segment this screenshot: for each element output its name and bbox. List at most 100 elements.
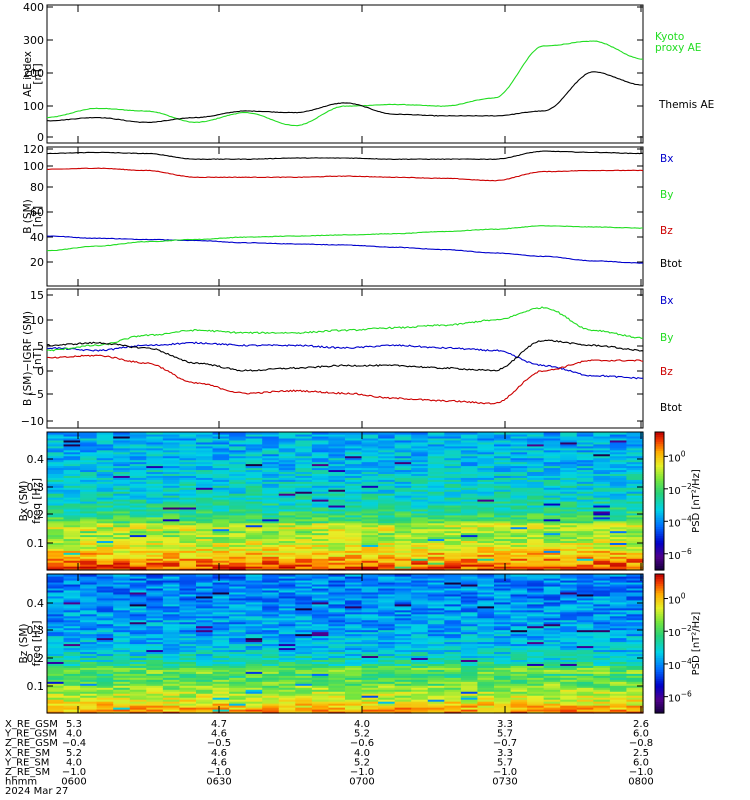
spectrogram-cell [345,589,363,593]
spectrogram-cell [245,473,263,476]
spectrogram-cell [378,581,396,585]
spectrogram-cell [427,649,445,653]
spectrogram-cell [527,544,545,547]
spectrogram-cell [345,633,363,637]
spectrogram-cell [278,631,296,635]
spectrogram-cell [345,489,363,492]
spectrogram-cell [394,579,412,583]
spectrogram-cell [510,697,528,700]
spectrogram-cell [444,625,462,629]
spectrogram-cell [494,554,512,557]
spectrogram-cell [394,471,412,474]
spectrogram-cell [444,705,462,708]
spectrogram-cell [245,601,263,605]
spectrogram-cell [229,520,247,524]
spectrogram-cell [394,479,412,482]
spectrogram-cell [576,435,594,439]
spectrogram-cell [576,683,594,686]
spectrogram-cell [444,583,462,587]
spectrogram-cell [47,483,65,486]
spectrogram-cell [146,633,164,637]
spectrogram-cell [378,493,396,496]
spectrogram-cell [129,711,147,714]
spectrogram-cell [543,597,561,601]
spectrogram-cell [63,518,81,522]
spectrogram-cell [229,705,247,708]
spectrogram-cell [129,465,147,469]
spectrogram-cell [394,679,412,682]
spectrogram-cell [411,609,429,613]
spectrogram-cell [311,449,330,453]
spectrogram-cell [129,483,147,486]
spectrogram-cell [146,526,164,530]
spectrogram-cell [212,485,230,488]
spectrogram-cell [245,449,263,453]
spectrogram-cell [494,611,512,615]
spectrogram-cell [245,556,263,559]
spectrogram-cell [345,659,363,662]
spectrogram-cell [63,643,81,647]
spectrogram-cell [560,631,578,635]
spectrogram-cell [510,607,528,611]
spectrogram-cell [560,518,578,522]
spectrogram-cell [345,637,363,641]
spectrogram-cell [311,637,330,641]
spectrogram-cell [460,487,479,490]
spectrogram-cell [96,506,114,510]
spectrogram-cell [262,441,280,445]
spectrogram-cell [63,595,81,599]
spectrogram-cell [411,516,429,520]
spectrogram-cell [212,574,230,577]
spectrogram-cell [47,621,65,625]
spectrogram-cell [394,701,412,704]
spectrogram-cell [229,585,247,589]
spectrogram-cell [179,459,197,463]
spectrogram-cell [460,651,479,655]
colorbar-step [655,517,664,520]
spectrogram-cell [113,530,131,534]
spectrogram-cell [295,435,313,439]
spectrogram-cell [295,623,313,627]
spectrogram-cell [411,574,429,577]
spectrogram-cell [113,581,131,585]
spectrogram-cell [510,489,528,492]
spectrogram-cell [527,591,545,595]
spectrogram-cell [460,605,479,609]
spectrogram-cell [609,497,628,500]
spectrogram-cell [278,550,296,553]
spectrogram-cell [278,516,296,520]
spectrogram-cell [262,705,280,708]
spectrogram-cell [411,641,429,645]
spectrogram-cell [527,649,545,653]
spectrogram-cell [543,601,561,605]
spectrogram-cell [278,574,296,577]
spectrogram-cell [460,457,479,461]
spectrogram-cell [328,711,346,714]
spectrogram-cell [543,593,561,597]
spectrogram-cell [576,701,594,704]
spectrogram-cell [444,651,462,655]
spectrogram-cell [560,701,578,704]
spectrogram-cell [345,526,363,530]
spectrogram-cell [63,441,81,445]
spectrogram-cell [146,495,164,498]
spectrogram-cell [146,709,164,712]
spectrogram-cell [96,693,114,696]
spectrogram-cell [394,475,412,478]
spectrogram-cell [477,506,495,510]
spectrogram-cell [212,566,230,569]
spectrogram-cell [129,641,147,645]
spectrogram-cell [212,550,230,553]
spectrogram-cell [444,473,462,476]
spectrogram-cell [80,605,98,609]
spectrogram-cell [394,651,412,655]
spectrogram-cell [560,526,578,530]
spectrogram-cell [229,546,247,549]
spectrogram-cell [510,433,528,437]
spectrogram-cell [146,671,164,674]
spectrogram-cell [361,485,379,488]
spectrogram-cell [113,467,131,471]
spectrogram-cell [146,556,164,559]
spectrogram-cell [47,637,65,641]
spectrogram-cell [278,461,296,465]
